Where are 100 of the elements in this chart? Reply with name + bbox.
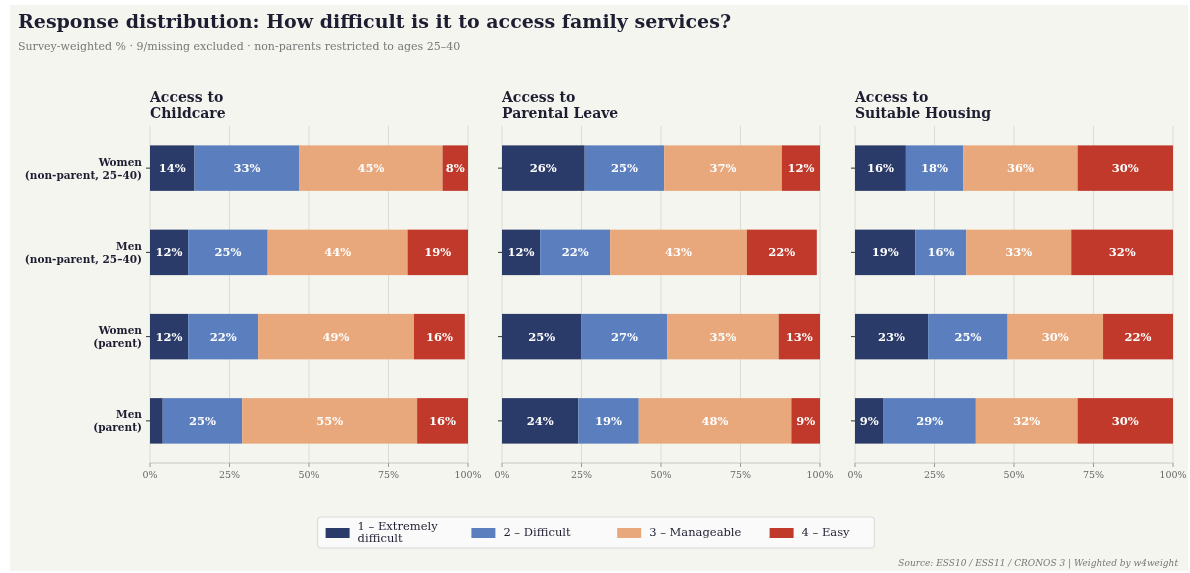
data-label: 25% [528, 329, 556, 344]
bar [855, 145, 906, 191]
data-label: 25% [214, 245, 242, 260]
bar [417, 398, 468, 444]
data-label: 12% [155, 245, 183, 260]
legend-label: 3 – Manageable [649, 525, 742, 539]
bar [578, 398, 639, 444]
data-label: 22% [1124, 329, 1152, 344]
x-tick-label: 100% [454, 469, 482, 480]
bar [928, 313, 1008, 360]
bar [188, 313, 259, 360]
legend-label: 1 – Extremely difficult [357, 519, 439, 545]
data-label: 12% [155, 329, 183, 344]
bar [667, 313, 779, 360]
bar [746, 229, 817, 276]
bar [855, 313, 929, 360]
data-label: 43% [665, 245, 693, 260]
x-tick-label: 25% [218, 469, 241, 480]
bar [267, 229, 408, 276]
data-label: 13% [785, 329, 813, 344]
bar [975, 398, 1078, 444]
x-tick-label: 0% [494, 469, 510, 480]
bar [778, 313, 820, 360]
data-label: 33% [1005, 245, 1033, 260]
bar [540, 229, 611, 276]
bar [966, 229, 1072, 276]
bar [781, 145, 820, 191]
x-tick-label: 50% [1003, 469, 1025, 480]
bar [150, 398, 163, 444]
data-label: 30% [1111, 161, 1139, 176]
bar [638, 398, 792, 444]
chart-title: Access to Childcare [149, 89, 226, 121]
bar [194, 145, 300, 191]
bar [610, 229, 747, 276]
data-label: 49% [322, 329, 350, 344]
bar [1007, 313, 1104, 360]
data-label: 9% [796, 413, 816, 428]
bar [502, 313, 582, 360]
data-label: 16% [425, 329, 453, 344]
bar [413, 313, 465, 360]
x-tick-label: 100% [1159, 469, 1187, 480]
y-tick-label: Men (non-parent, 25–40) [24, 239, 143, 265]
x-tick-label: 50% [650, 469, 672, 480]
data-label: 19% [871, 245, 899, 260]
data-label: 36% [1006, 161, 1034, 176]
bar [188, 229, 268, 276]
bar [855, 398, 884, 444]
data-label: 37% [709, 161, 737, 176]
bar [258, 313, 414, 360]
data-label: 24% [526, 413, 554, 428]
source-note: Source: ESS10 / ESS11 / CRONOS 3 | Weighted by w4weight [898, 558, 1179, 569]
bar [963, 145, 1078, 191]
data-label: 44% [324, 245, 352, 260]
legend-label: 4 – Easy [801, 525, 851, 539]
bar [581, 313, 668, 360]
data-label: 22% [768, 245, 796, 260]
data-label: 48% [701, 413, 729, 428]
bar [883, 398, 976, 444]
bar [1077, 145, 1173, 191]
bar [407, 229, 468, 276]
data-label: 22% [209, 329, 237, 344]
data-label: 16% [429, 413, 457, 428]
data-label: 29% [916, 413, 944, 428]
text: Survey-weighted % · 9/missing excluded · non-parents restricted to ages 25–40 [18, 40, 461, 53]
bar [242, 398, 418, 444]
y-tick-label: Women (parent) [93, 324, 143, 350]
data-label: 55% [316, 413, 344, 428]
data-label: 25% [189, 413, 216, 428]
bar [915, 229, 967, 276]
data-label: 45% [357, 161, 385, 176]
bar [664, 145, 782, 191]
data-label: 30% [1041, 329, 1069, 344]
bar [502, 229, 541, 276]
data-label: 12% [507, 245, 535, 260]
data-label: 16% [866, 161, 894, 176]
bar [162, 398, 243, 444]
y-tick-label: Men (parent) [93, 408, 143, 434]
bar [1071, 229, 1173, 276]
legend-label: 2 – Difficult [503, 525, 572, 539]
x-tick-label: 25% [923, 469, 946, 480]
data-label: 22% [561, 245, 589, 260]
data-label: 32% [1108, 245, 1136, 260]
bar [1103, 313, 1173, 360]
data-label: 14% [158, 161, 186, 176]
x-tick-label: 75% [1082, 469, 1105, 480]
text: Response distribution: How difficult is it to access family services? [18, 10, 732, 32]
data-label: 16% [927, 245, 955, 260]
x-tick-label: 50% [298, 469, 320, 480]
y-tick-label: Women (non-parent, 25–40) [24, 155, 143, 181]
data-label: 33% [233, 161, 261, 176]
x-tick-label: 0% [847, 469, 863, 480]
data-label: 19% [424, 245, 452, 260]
bar [905, 145, 964, 191]
x-tick-label: 75% [377, 469, 400, 480]
data-label: 35% [709, 329, 737, 344]
bar [855, 229, 916, 276]
bar [150, 145, 195, 191]
x-tick-label: 75% [729, 469, 752, 480]
data-label: 19% [595, 413, 623, 428]
data-label: 25% [610, 161, 638, 176]
